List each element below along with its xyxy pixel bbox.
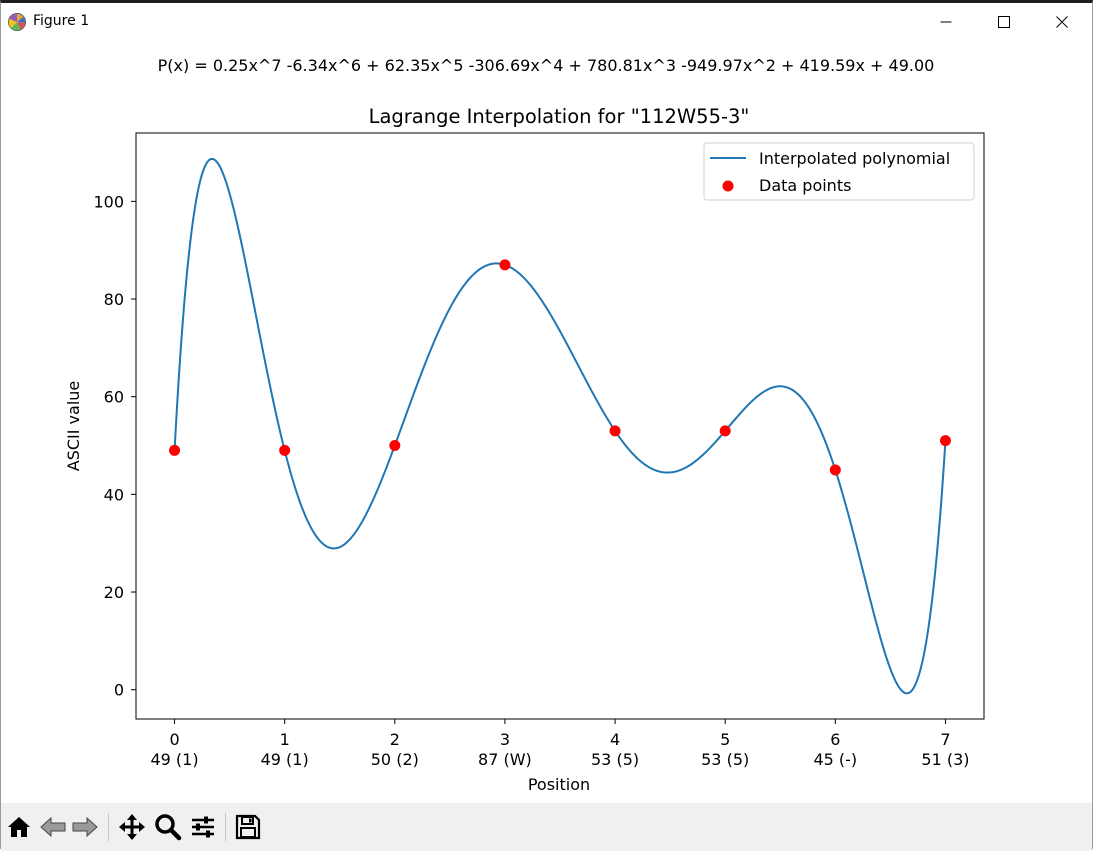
x-tick-label: 3 bbox=[500, 730, 510, 749]
save-button[interactable] bbox=[232, 811, 264, 843]
x-tick-label: 7 bbox=[940, 730, 950, 749]
data-point bbox=[829, 464, 841, 476]
x-tick-label: 6 bbox=[830, 730, 840, 749]
plot-area bbox=[169, 157, 951, 695]
title-bar[interactable]: Figure 1 bbox=[1, 3, 1092, 41]
back-icon bbox=[40, 816, 66, 838]
x-tick-label: 53 (5) bbox=[701, 750, 749, 769]
data-point bbox=[499, 259, 511, 271]
minimize-button[interactable] bbox=[917, 3, 975, 41]
window-title: Figure 1 bbox=[33, 13, 90, 29]
legend-label-polynomial: Interpolated polynomial bbox=[759, 149, 950, 168]
x-tick-label: 45 (-) bbox=[813, 750, 857, 769]
legend-frame bbox=[703, 142, 975, 201]
pan-icon bbox=[119, 814, 145, 840]
x-tick-label: 4 bbox=[610, 730, 620, 749]
x-axis-label: Position bbox=[528, 775, 590, 794]
maximize-icon bbox=[998, 16, 1010, 28]
y-tick-label: 60 bbox=[104, 388, 124, 407]
matplotlib-app-icon bbox=[8, 13, 26, 31]
close-icon bbox=[1056, 16, 1068, 28]
polynomial-equation: P(x) = 0.25x^7 -6.34x^6 + 62.35x^5 -306.… bbox=[158, 56, 935, 75]
save-icon bbox=[235, 814, 261, 840]
pan-button[interactable] bbox=[116, 811, 148, 843]
y-tick-label: 100 bbox=[93, 192, 124, 211]
x-tick-label: 87 (W) bbox=[478, 750, 532, 769]
navigation-toolbar bbox=[1, 803, 1092, 851]
y-tick-label: 40 bbox=[104, 485, 124, 504]
chart-title: Lagrange Interpolation for "112W55-3" bbox=[369, 105, 750, 128]
toolbar-separator bbox=[225, 813, 226, 841]
polynomial-curve bbox=[173, 157, 947, 695]
legend-marker-swatch bbox=[722, 180, 734, 192]
x-tick-label: 51 (3) bbox=[921, 750, 969, 769]
legend-label-data-points: Data points bbox=[759, 176, 851, 195]
maximize-button[interactable] bbox=[975, 3, 1033, 41]
x-tick-label: 5 bbox=[720, 730, 730, 749]
y-tick-label: 0 bbox=[114, 681, 124, 700]
axes: 049 (1)149 (1)250 (2)387 (W)453 (5)553 (… bbox=[93, 132, 985, 769]
y-tick-label: 80 bbox=[104, 290, 124, 309]
close-button[interactable] bbox=[1033, 3, 1091, 41]
x-tick-label: 49 (1) bbox=[261, 750, 309, 769]
forward-icon bbox=[72, 816, 98, 838]
data-point bbox=[609, 425, 621, 437]
forward-button[interactable] bbox=[69, 811, 101, 843]
home-icon bbox=[8, 817, 30, 837]
configure-subplots-button[interactable] bbox=[187, 811, 219, 843]
home-button[interactable] bbox=[3, 811, 35, 843]
x-tick-label: 50 (2) bbox=[371, 750, 419, 769]
figure-canvas[interactable]: P(x) = 0.25x^7 -6.34x^6 + 62.35x^5 -306.… bbox=[1, 41, 1092, 803]
x-tick-label: 1 bbox=[280, 730, 290, 749]
configure-subplots-icon bbox=[192, 816, 214, 838]
minimize-icon bbox=[940, 21, 952, 23]
x-tick-label: 0 bbox=[169, 730, 179, 749]
data-point bbox=[939, 435, 951, 447]
y-tick-label: 20 bbox=[104, 583, 124, 602]
toolbar-separator bbox=[108, 813, 109, 841]
zoom-button[interactable] bbox=[152, 811, 184, 843]
axes-frame bbox=[135, 132, 985, 720]
x-tick-label: 2 bbox=[390, 730, 400, 749]
x-tick-label: 53 (5) bbox=[591, 750, 639, 769]
zoom-icon bbox=[155, 814, 182, 841]
legend: Interpolated polynomial Data points bbox=[703, 142, 975, 201]
x-tick-label: 49 (1) bbox=[150, 750, 198, 769]
data-point bbox=[389, 440, 401, 452]
back-button[interactable] bbox=[37, 811, 69, 843]
y-axis-label: ASCII value bbox=[64, 381, 83, 472]
data-point bbox=[279, 444, 291, 456]
data-point bbox=[169, 444, 181, 456]
data-point bbox=[719, 425, 731, 437]
